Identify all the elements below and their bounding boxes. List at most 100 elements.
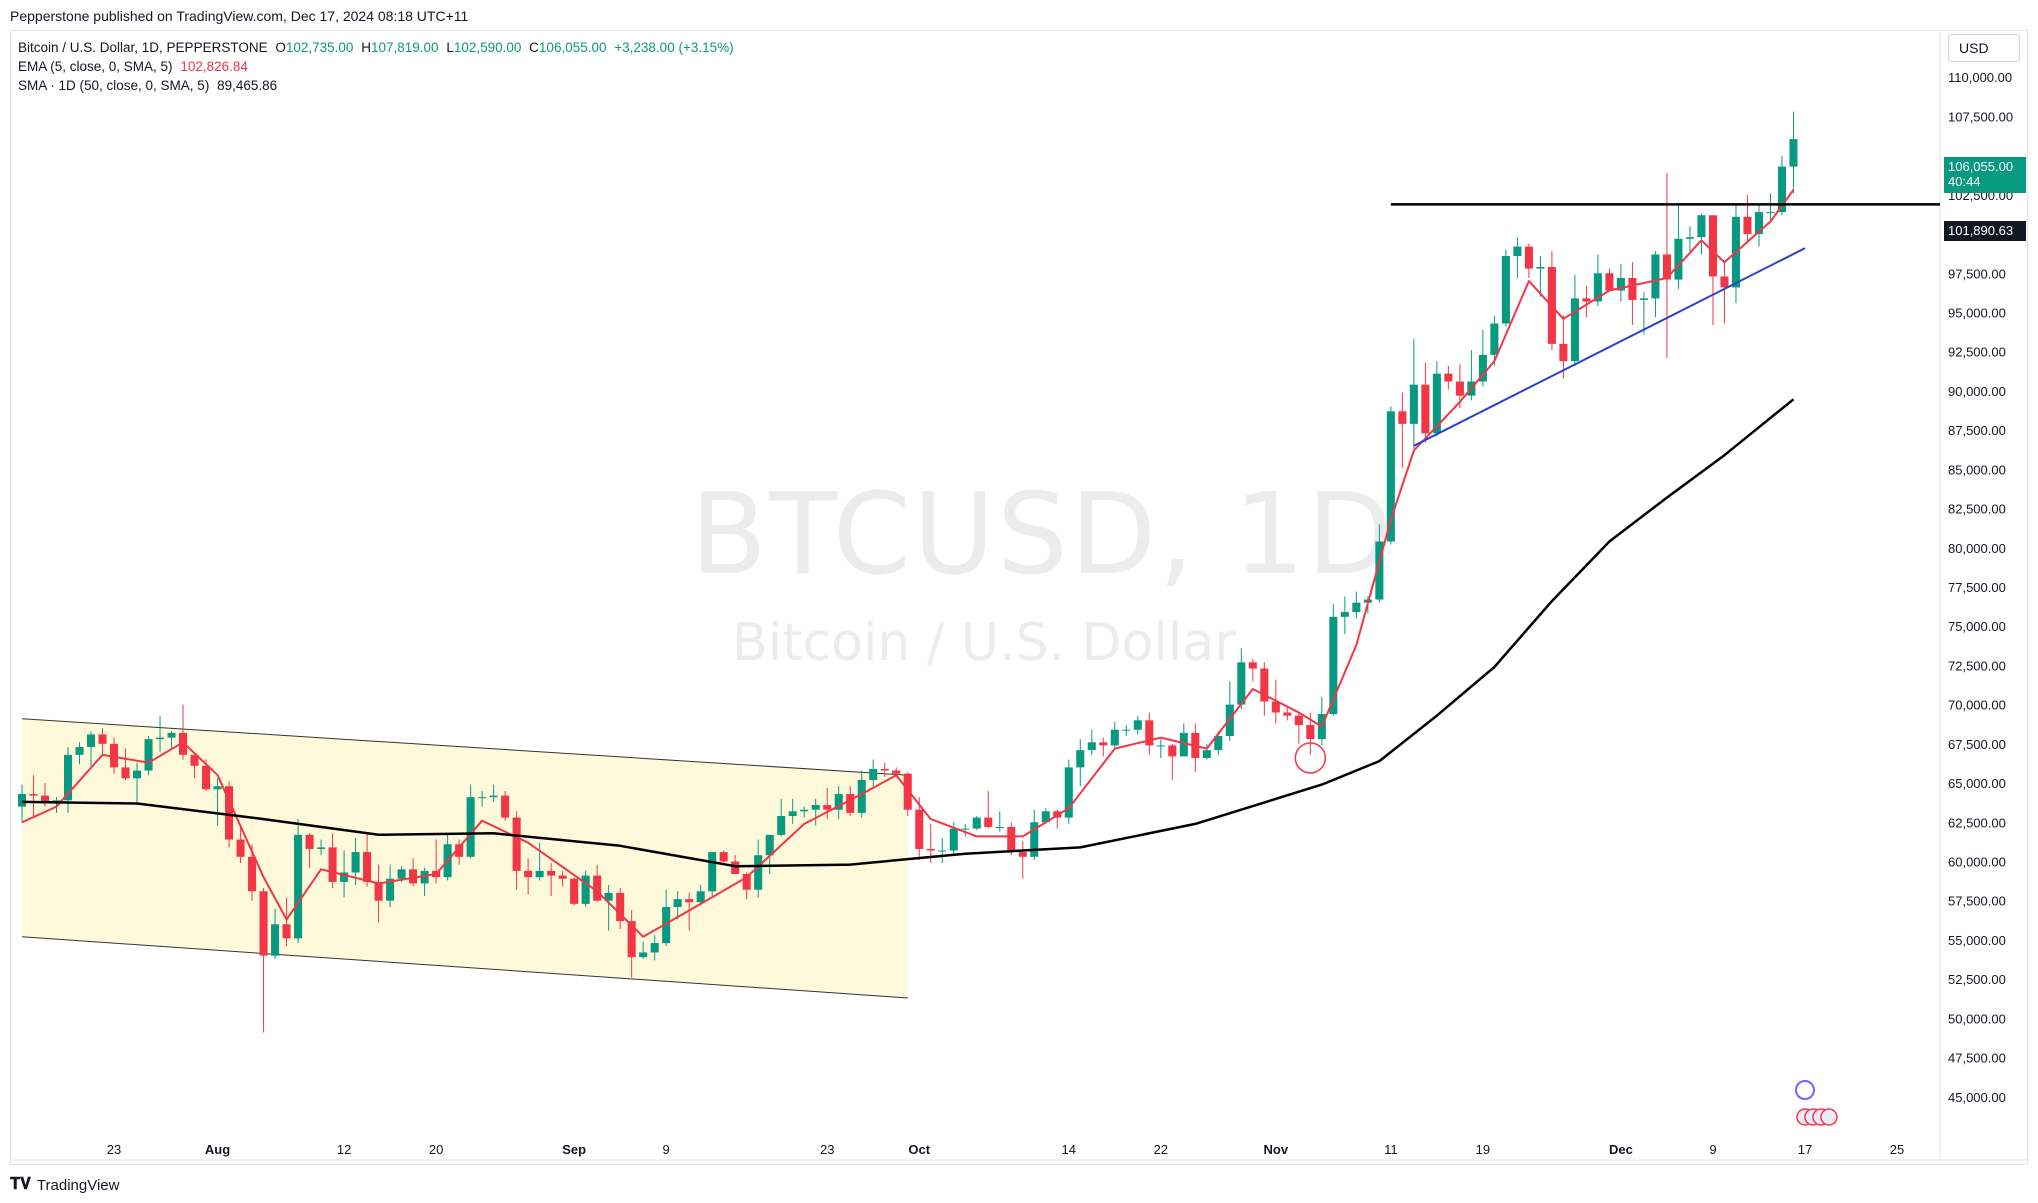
legend-close-label: C [529, 40, 539, 55]
candle-body [788, 811, 797, 817]
candle-body [581, 875, 590, 904]
time-tick-label: 23 [820, 1142, 834, 1157]
candle-body [1490, 323, 1499, 355]
candle-body [1248, 662, 1257, 669]
candle-body [616, 892, 625, 922]
candle-body [248, 856, 257, 892]
candle-body [1145, 720, 1154, 746]
candle-body [1697, 215, 1706, 238]
price-tick-label: 72,500.00 [1948, 658, 2006, 673]
indicator-lines [21, 189, 1795, 938]
candle-body [1260, 668, 1269, 702]
candle-body [811, 805, 820, 810]
candle-body [1766, 212, 1775, 214]
candle-body [639, 952, 648, 958]
candle-body [869, 768, 878, 780]
candle-body [1294, 715, 1303, 726]
candle-body [1743, 216, 1752, 235]
price-tick-label: 47,500.00 [1948, 1051, 2006, 1066]
candle-body [650, 943, 659, 953]
legend-ohlc-row[interactable]: Bitcoin / U.S. Dollar, 1D, PEPPERSTONE O… [18, 38, 734, 57]
level-price-tag: 101,890.63 [1944, 221, 2026, 241]
legend-high-label: H [361, 40, 371, 55]
price-tick-label: 110,000.00 [1948, 70, 2012, 85]
candle-body [121, 767, 130, 779]
candle-body [225, 786, 234, 840]
candle-body [1777, 166, 1786, 213]
price-tick-label: 92,500.00 [1948, 345, 2006, 360]
price-tick-label: 45,000.00 [1948, 1090, 2006, 1105]
candle-body [374, 881, 383, 901]
candle-body [236, 839, 245, 857]
time-tick-label: Aug [205, 1142, 230, 1157]
flag-icon [1820, 1108, 1838, 1126]
time-tick-label: 20 [429, 1142, 443, 1157]
candle-body [1202, 750, 1211, 758]
candle-body [1099, 742, 1108, 746]
candle-body [696, 891, 705, 903]
time-tick-label: 11 [1384, 1142, 1398, 1157]
candle-body [880, 768, 889, 771]
candle-body [777, 816, 786, 835]
sma-line [21, 398, 1795, 868]
price-tick-label: 95,000.00 [1948, 306, 2006, 321]
price-tick-label: 67,500.00 [1948, 737, 2006, 752]
candle-body [271, 924, 280, 956]
candle-body [1076, 750, 1085, 768]
candle-body [363, 852, 372, 882]
candle-body [328, 847, 337, 882]
candle-body [1168, 745, 1177, 757]
legend-ema-row[interactable]: EMA (5, close, 0, SMA, 5) 102,826.84 [18, 57, 734, 76]
price-tick-label: 80,000.00 [1948, 541, 2006, 556]
candle-body [1087, 742, 1096, 751]
candle-body [984, 817, 993, 827]
price-tick-label: 107,500.00 [1948, 109, 2013, 124]
legend-open-value: 102,735.00 [285, 40, 354, 55]
candle-body [1271, 701, 1280, 713]
candle-body [478, 797, 487, 799]
candle-body [604, 892, 613, 901]
candle-body [512, 817, 521, 871]
time-tick-label: 22 [1154, 1142, 1168, 1157]
candle-body [351, 852, 360, 873]
legend-high-value: 107,819.00 [370, 40, 439, 55]
price-tick-label: 60,000.00 [1948, 855, 2006, 870]
candle-body [1685, 237, 1694, 239]
candle-body [1513, 246, 1522, 257]
time-tick-label: 17 [1798, 1142, 1812, 1157]
candle-body [294, 834, 303, 939]
price-tick-label: 97,500.00 [1948, 266, 2006, 281]
price-tick-label: 82,500.00 [1948, 502, 2006, 517]
time-axis[interactable]: 23 Aug 12 20 Sep 9 23 Oct 14 22 Nov 11 19 Dec 9 17 25 [107, 1142, 1904, 1157]
candle-body [1789, 139, 1798, 167]
candle-body [708, 852, 717, 892]
legend-sma-label: SMA · 1D (50, close, 0, SMA, 5) [18, 78, 210, 93]
price-tick-label: 70,000.00 [1948, 698, 2006, 713]
currency-button[interactable]: USD [1948, 34, 2020, 62]
candle-body [1754, 212, 1763, 235]
candle-body [1432, 373, 1441, 434]
candle-body [938, 850, 947, 852]
legend-low-label: L [446, 40, 454, 55]
candle-body [1501, 256, 1510, 324]
candle-body [1398, 411, 1407, 424]
price-tick-label: 87,500.00 [1948, 423, 2006, 438]
legend-sma-row[interactable]: SMA · 1D (50, close, 0, SMA, 5) 89,465.8… [18, 76, 734, 95]
legend-close-value: 106,055.00 [538, 40, 607, 55]
ema-line [21, 189, 1795, 938]
last-price-value: 106,055.00 [1948, 159, 2014, 174]
candle-body [98, 734, 107, 744]
candle-body [259, 891, 268, 956]
candle-body [179, 732, 188, 755]
legend-ema-label: EMA (5, close, 0, SMA, 5) [18, 59, 173, 74]
candle-body [1708, 215, 1717, 277]
candle-body [961, 828, 970, 830]
legend-ema-value: 102,826.84 [180, 59, 248, 74]
candle-body [1306, 725, 1315, 740]
time-tick-label: 9 [663, 1142, 670, 1157]
tradingview-logo[interactable]: 𝐓𝐕 TradingView [10, 1176, 119, 1194]
candle-body [800, 809, 809, 812]
price-tick-label: 57,500.00 [1948, 894, 2006, 909]
candle-body [63, 754, 73, 801]
